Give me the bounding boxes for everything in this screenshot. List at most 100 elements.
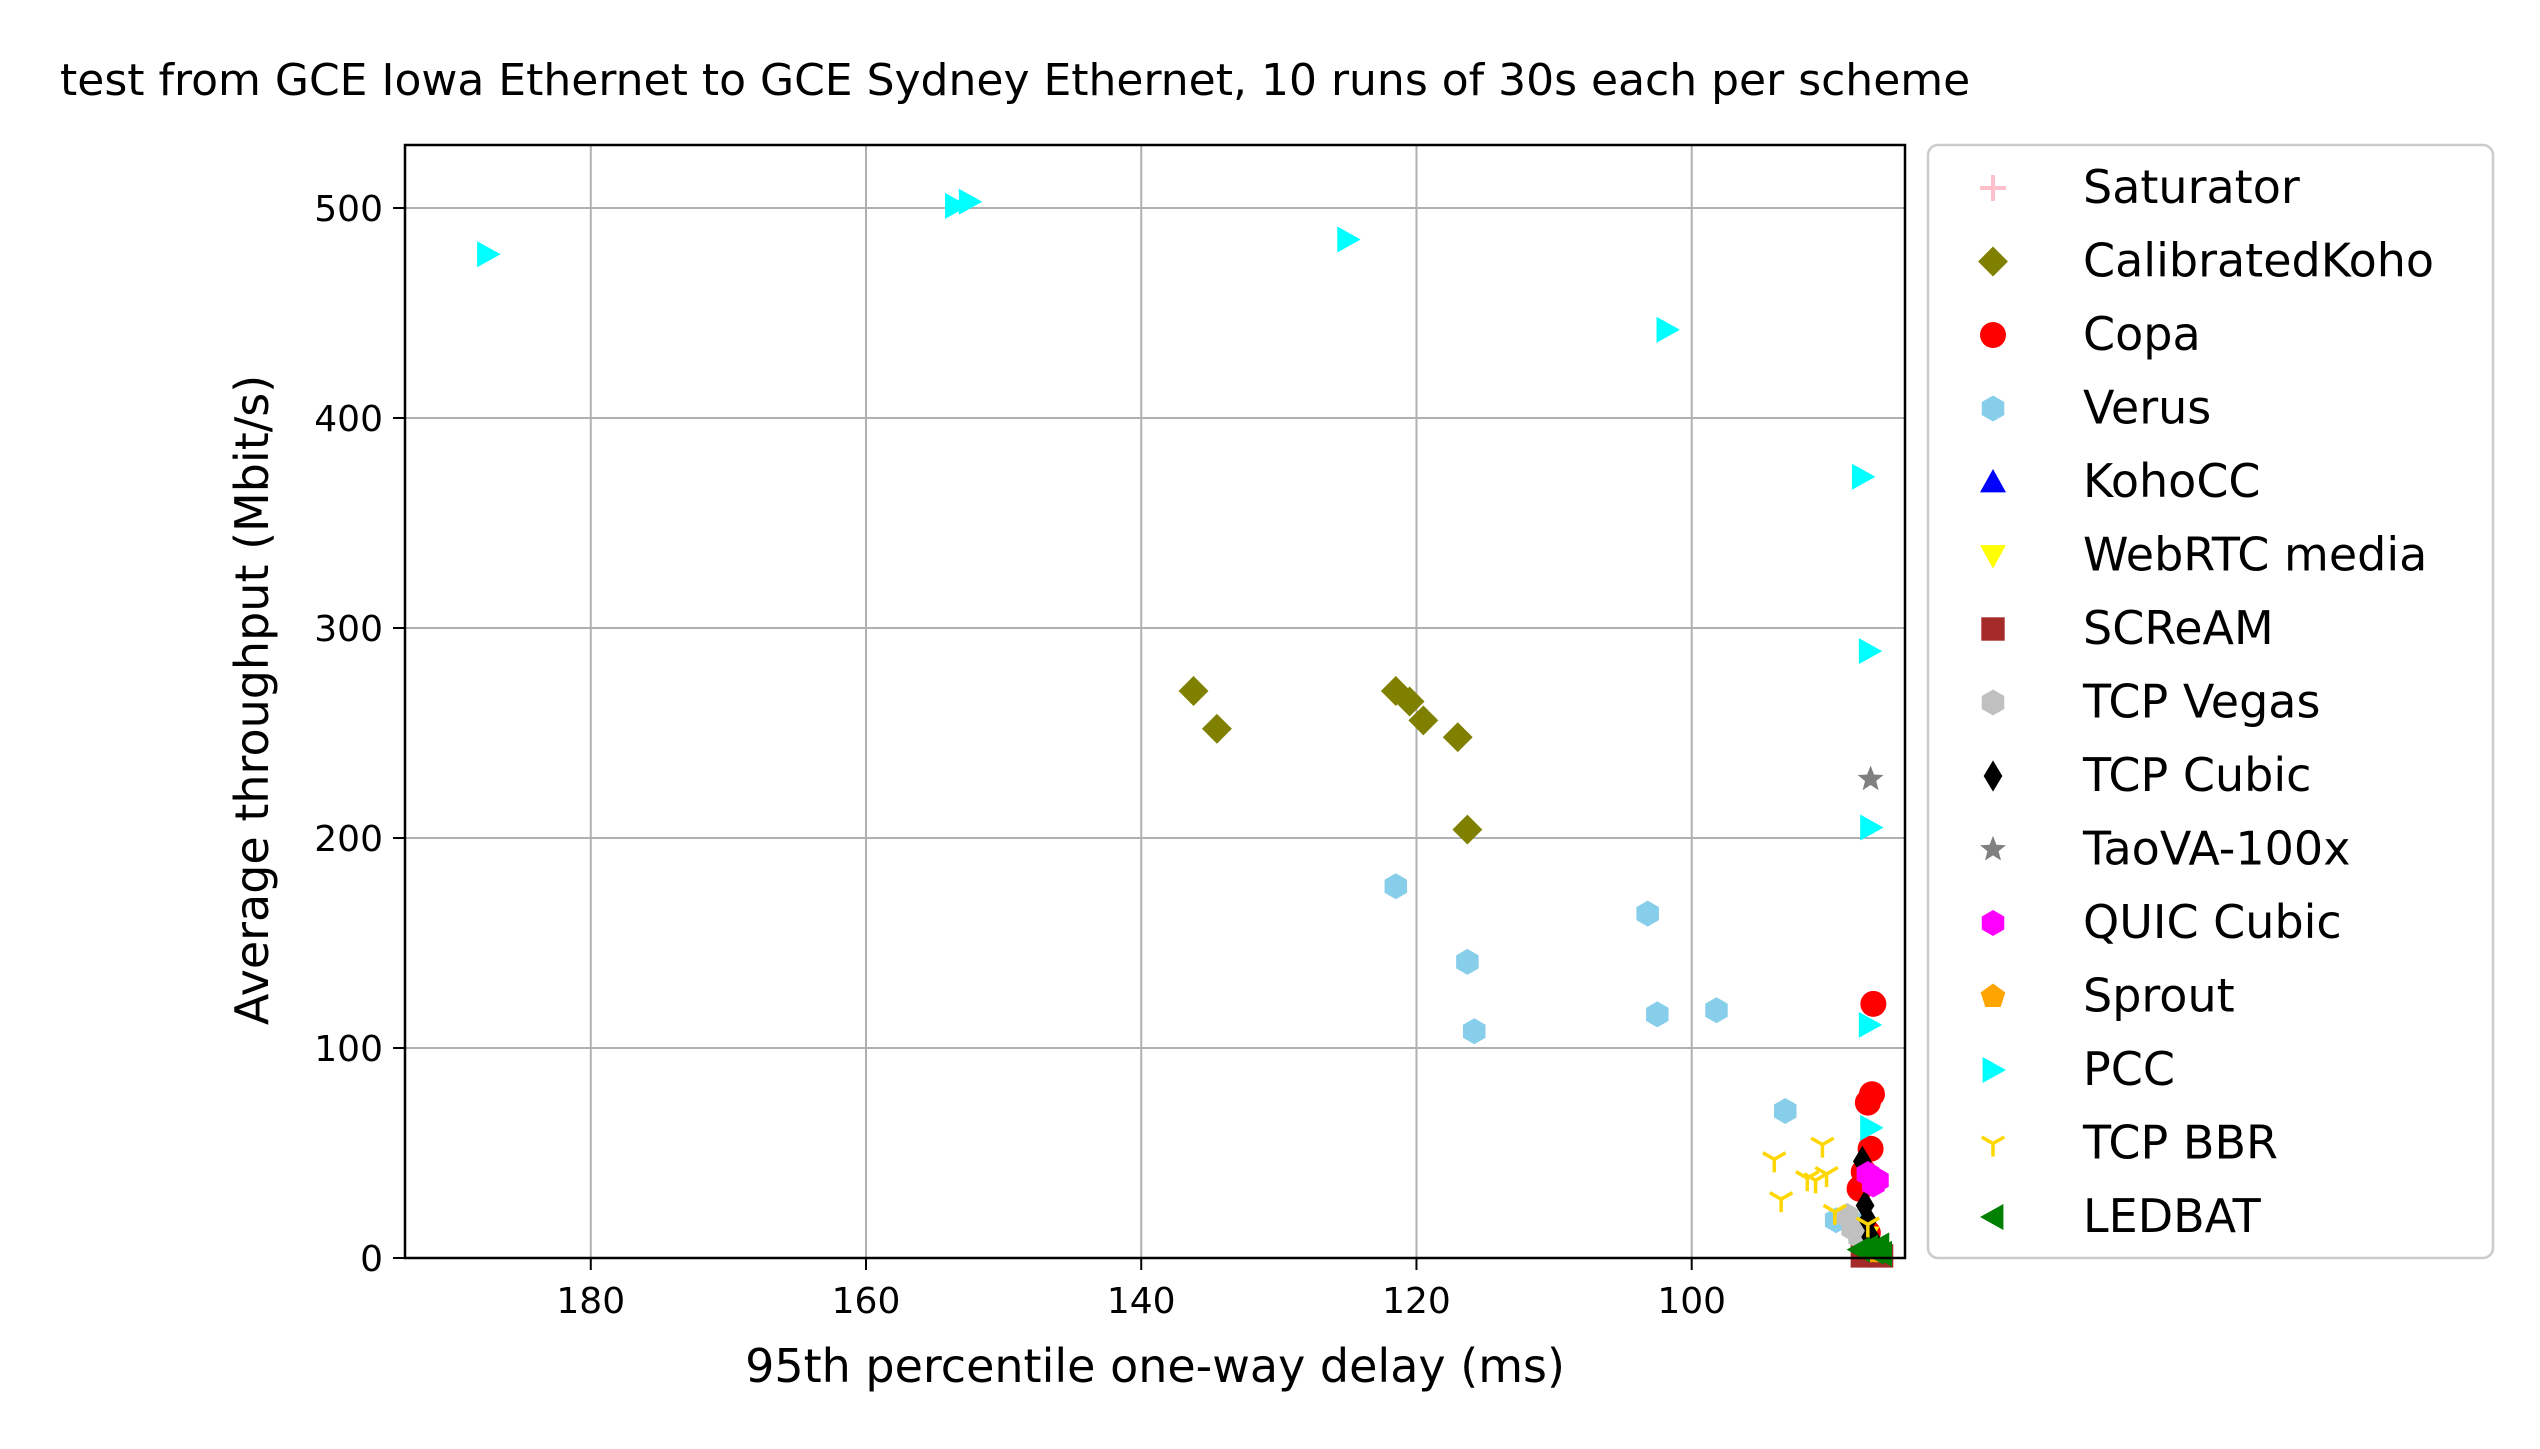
legend-item-scream: SCReAM bbox=[1981, 601, 2274, 655]
legend-frame bbox=[1926, 143, 2495, 1260]
legend-label: LEDBAT bbox=[2083, 1189, 2262, 1243]
legend-item-taova-100x: TaoVA-100x bbox=[1980, 822, 2350, 876]
data-point-ledbat bbox=[1868, 1240, 1893, 1267]
y-tick-label: 0 bbox=[360, 1239, 383, 1280]
data-point-taova-100x bbox=[1857, 765, 1884, 791]
y-tick-label: 400 bbox=[314, 399, 383, 440]
legend-marker-scream bbox=[1981, 617, 2005, 641]
legend-item-sprout: Sprout bbox=[1980, 969, 2235, 1023]
y-tick-label: 100 bbox=[314, 1029, 383, 1070]
legend-label: Verus bbox=[2083, 381, 2211, 435]
legend-marker-sprout bbox=[1980, 983, 2006, 1008]
legend-label: TaoVA-100x bbox=[2082, 822, 2350, 876]
x-tick-label: 100 bbox=[1657, 1281, 1726, 1322]
series-quic-cubic bbox=[1856, 1161, 1889, 1198]
legend-label: QUIC Cubic bbox=[2083, 895, 2342, 949]
data-point-verus bbox=[1646, 1001, 1669, 1028]
data-point-pcc bbox=[1858, 1011, 1883, 1038]
data-point-pcc bbox=[958, 188, 983, 215]
legend-marker-tcp-bbr bbox=[1980, 1135, 2006, 1157]
data-point-copa bbox=[1860, 990, 1887, 1017]
data-point-pcc bbox=[1656, 316, 1680, 343]
data-point-calibratedkoho bbox=[1408, 705, 1439, 736]
data-point-tcp-bbr bbox=[1768, 1191, 1794, 1213]
legend-label: TCP BBR bbox=[2082, 1116, 2278, 1170]
legend-label: TCP Vegas bbox=[2082, 675, 2320, 729]
legend-marker-ledbat bbox=[1980, 1204, 2004, 1230]
legend-item-webrtc-media: WebRTC media bbox=[1980, 528, 2427, 582]
legend-label: TCP Cubic bbox=[2082, 748, 2311, 802]
data-points bbox=[477, 188, 1894, 1268]
legend-item-tcp-bbr: TCP BBR bbox=[1980, 1116, 2278, 1170]
data-point-pcc bbox=[1337, 226, 1361, 253]
plot-area-frame bbox=[403, 143, 1907, 1260]
series-pcc bbox=[477, 188, 1884, 1141]
legend-marker-quic-cubic bbox=[1981, 910, 2005, 936]
legend-item-quic-cubic: QUIC Cubic bbox=[1981, 895, 2342, 949]
data-point-tcp-bbr bbox=[1762, 1151, 1787, 1173]
legend-marker-taova-100x bbox=[1980, 835, 2006, 861]
legend-marker-saturator bbox=[1980, 175, 2006, 201]
legend-marker-pcc bbox=[1982, 1057, 2006, 1083]
legend-label: Sprout bbox=[2083, 969, 2235, 1023]
data-point-calibratedkoho bbox=[1201, 713, 1232, 744]
data-point-copa bbox=[1854, 1089, 1881, 1116]
y-tick-label: 500 bbox=[314, 189, 383, 230]
legend-marker-calibratedkoho bbox=[1978, 246, 2008, 277]
data-point-verus bbox=[1774, 1098, 1797, 1124]
chart-title: test from GCE Iowa Ethernet to GCE Sydne… bbox=[60, 55, 1970, 106]
data-point-calibratedkoho bbox=[1452, 814, 1483, 845]
legend-label: WebRTC media bbox=[2083, 528, 2427, 582]
data-point-calibratedkoho bbox=[1394, 686, 1425, 717]
legend-marker-copa bbox=[1980, 322, 2006, 348]
x-axis-label: 95th percentile one-way delay (ms) bbox=[745, 1339, 1565, 1393]
y-tick-label: 200 bbox=[314, 819, 383, 860]
data-point-verus bbox=[1384, 873, 1408, 900]
data-point-verus bbox=[1463, 1018, 1486, 1045]
data-point-calibratedkoho bbox=[1442, 722, 1473, 753]
x-tick-label: 160 bbox=[832, 1281, 901, 1322]
legend-item-saturator: Saturator bbox=[1980, 160, 2300, 214]
data-point-pcc bbox=[1860, 814, 1884, 841]
legend-label: Saturator bbox=[2083, 160, 2300, 214]
legend: Saturator CalibratedKoho Copa Verus KohoCC We… bbox=[1926, 143, 2495, 1260]
legend-item-tcp-cubic: TCP Cubic bbox=[1983, 748, 2311, 802]
data-point-tcp-bbr bbox=[1855, 1216, 1881, 1238]
axis-ticks: 180 160 140 120 100 0 100 200 300 400 500 bbox=[314, 189, 1726, 1322]
series-calibratedkoho bbox=[1178, 676, 1483, 845]
data-point-verus bbox=[1705, 997, 1728, 1024]
data-point-pcc bbox=[1858, 638, 1883, 665]
legend-item-verus: Verus bbox=[1981, 381, 2211, 435]
data-point-tcp-cubic bbox=[1852, 1145, 1872, 1177]
legend-marker-tcp-vegas bbox=[1981, 689, 2005, 716]
legend-marker-tcp-cubic bbox=[1983, 760, 2003, 792]
data-point-tcp-bbr bbox=[1810, 1136, 1835, 1158]
legend-label: CalibratedKoho bbox=[2083, 234, 2434, 288]
grid-lines bbox=[405, 145, 1905, 1259]
legend-item-ledbat: LEDBAT bbox=[1980, 1189, 2262, 1243]
legend-item-kohocc: KohoCC bbox=[1980, 454, 2261, 508]
legend-label: PCC bbox=[2083, 1042, 2175, 1096]
data-point-quic-cubic bbox=[1862, 1171, 1885, 1198]
series-taova-100x bbox=[1857, 765, 1884, 791]
data-point-pcc bbox=[1851, 463, 1876, 490]
legend-item-copa: Copa bbox=[1980, 307, 2201, 361]
legend-marker-verus bbox=[1981, 395, 2005, 422]
legend-item-tcp-vegas: TCP Vegas bbox=[1981, 675, 2320, 729]
legend-label: Copa bbox=[2083, 307, 2201, 361]
data-point-tcp-bbr bbox=[1814, 1165, 1839, 1187]
legend-label: KohoCC bbox=[2083, 454, 2261, 508]
y-tick-label: 300 bbox=[314, 609, 383, 650]
data-point-calibratedkoho bbox=[1178, 676, 1209, 706]
x-tick-label: 180 bbox=[556, 1281, 625, 1322]
x-tick-label: 120 bbox=[1382, 1281, 1451, 1322]
legend-label: SCReAM bbox=[2083, 601, 2274, 655]
x-tick-label: 140 bbox=[1107, 1281, 1176, 1322]
data-point-pcc bbox=[477, 241, 501, 268]
data-point-verus bbox=[1456, 948, 1479, 975]
legend-item-pcc: PCC bbox=[1982, 1042, 2175, 1096]
y-axis-label: Average throughput (Mbit/s) bbox=[225, 375, 279, 1025]
data-point-tcp-bbr bbox=[1822, 1203, 1847, 1225]
series-tcp-bbr bbox=[1762, 1136, 1881, 1238]
